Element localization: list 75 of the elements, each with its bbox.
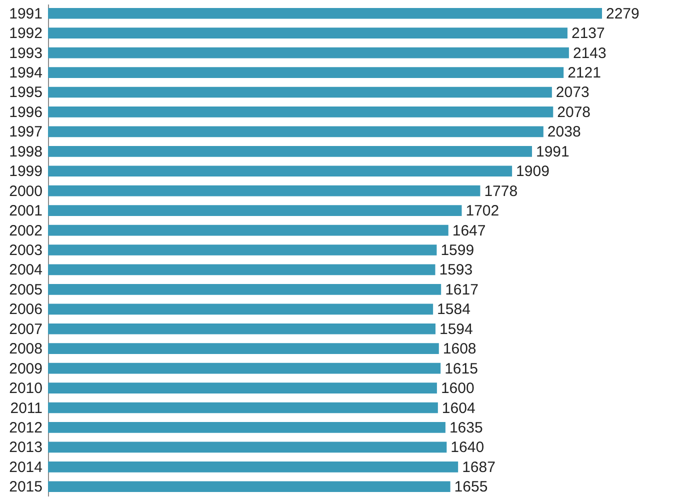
data-label: 1600 — [440, 380, 474, 398]
bar — [48, 461, 458, 472]
y-tick-label: 2003 — [9, 242, 42, 259]
y-tick-label: 1997 — [9, 124, 42, 141]
data-label: 1599 — [440, 242, 474, 259]
data-label: 1608 — [442, 340, 476, 358]
data-label: 2137 — [571, 25, 605, 42]
y-tick-label: 2011 — [10, 400, 42, 417]
data-label: 1909 — [516, 163, 550, 180]
y-tick-label: 2010 — [9, 380, 42, 398]
bar — [48, 8, 602, 19]
bar — [48, 323, 436, 334]
bar — [48, 244, 437, 256]
y-tick-label: 2005 — [9, 281, 42, 298]
bar — [48, 224, 448, 236]
y-tick-label: 2015 — [9, 478, 42, 496]
data-label: 1991 — [536, 143, 570, 160]
bar — [48, 264, 436, 276]
data-label: 1778 — [484, 182, 518, 200]
bar — [48, 205, 462, 216]
bar — [48, 304, 434, 315]
bar — [48, 343, 439, 354]
bar — [48, 442, 447, 453]
y-tick-label: 2004 — [9, 262, 42, 279]
bar — [48, 362, 441, 374]
data-label: 2073 — [556, 84, 590, 102]
data-label: 1584 — [437, 301, 470, 318]
data-label: 1615 — [444, 360, 478, 378]
y-tick-label: 2000 — [9, 182, 42, 200]
bar — [48, 481, 450, 492]
data-label: 2121 — [568, 64, 601, 82]
data-label: 1640 — [450, 439, 484, 456]
data-label: 1687 — [462, 458, 496, 476]
data-label: 1635 — [449, 419, 483, 436]
y-tick-label: 2002 — [9, 222, 42, 240]
bar — [48, 106, 554, 118]
y-tick-label: 1991 — [9, 5, 42, 22]
bar — [48, 146, 532, 157]
bar — [48, 284, 442, 295]
y-tick-label: 2012 — [9, 419, 42, 436]
y-tick-label: 2008 — [9, 340, 42, 358]
data-label: 1594 — [439, 320, 473, 338]
bar — [48, 126, 544, 138]
y-tick-label: 1993 — [9, 44, 42, 62]
data-label: 1647 — [452, 222, 486, 240]
data-label: 2143 — [572, 44, 606, 62]
bar — [48, 422, 446, 433]
y-tick-label: 2006 — [9, 301, 42, 318]
data-label: 1655 — [454, 478, 488, 496]
y-tick-label: 2009 — [9, 360, 42, 378]
bar — [48, 402, 438, 414]
y-tick-label: 1998 — [9, 143, 42, 160]
bar — [48, 166, 512, 177]
data-label: 2279 — [606, 5, 640, 22]
y-tick-label: 2013 — [9, 439, 42, 456]
y-tick-label: 1996 — [9, 104, 42, 121]
bar — [48, 382, 437, 394]
bar — [48, 67, 564, 78]
y-tick-label: 1994 — [9, 64, 42, 82]
y-tick-label: 1999 — [9, 163, 42, 180]
y-tick-label: 1995 — [9, 84, 42, 102]
bar — [48, 47, 569, 58]
y-tick-label: 2001 — [9, 202, 42, 220]
bar — [48, 185, 480, 196]
data-label: 2038 — [547, 124, 581, 141]
y-tick-label: 2014 — [9, 458, 42, 476]
bar — [48, 28, 568, 39]
y-tick-label: 2007 — [9, 320, 42, 338]
data-label: 1702 — [466, 202, 500, 220]
data-label: 2078 — [557, 104, 591, 121]
data-label: 1617 — [445, 281, 478, 298]
bar — [48, 86, 552, 98]
y-tick-label: 1992 — [9, 25, 42, 42]
data-label: 1593 — [439, 262, 473, 279]
data-label: 1604 — [442, 400, 476, 417]
